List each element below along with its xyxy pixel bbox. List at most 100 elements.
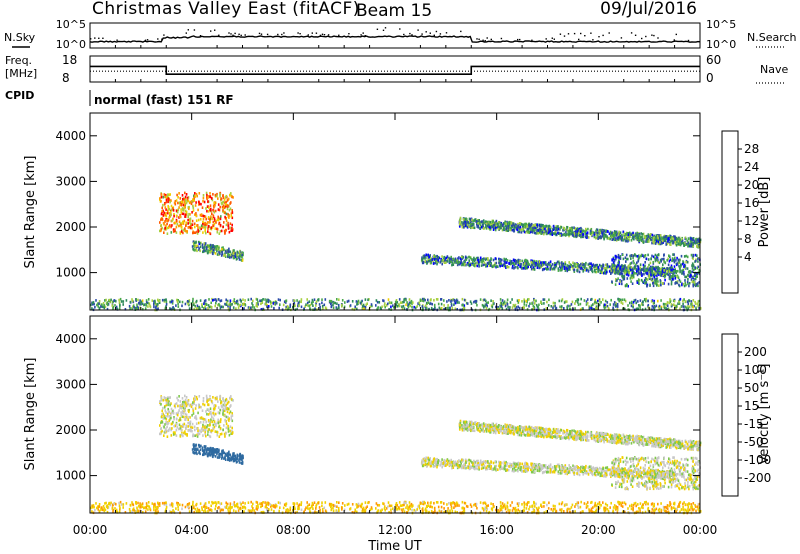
power-cell <box>618 299 620 303</box>
power-cell <box>376 307 379 310</box>
power-cell <box>697 300 700 303</box>
power-cell <box>474 299 476 303</box>
power-cell <box>677 269 679 273</box>
power-cell <box>158 299 161 303</box>
power-cell <box>612 257 615 261</box>
power-cell <box>185 201 188 205</box>
power-cell <box>214 227 217 230</box>
power-cell <box>693 281 696 284</box>
power-cell <box>628 271 631 275</box>
power-cell <box>696 282 699 285</box>
power-cell <box>563 267 566 270</box>
power-cell <box>550 265 553 268</box>
power-cell <box>618 232 621 235</box>
power-cell <box>464 220 466 224</box>
power-cell <box>535 263 538 267</box>
velocity-cell <box>357 505 359 509</box>
power-cell <box>655 304 658 308</box>
power-cell <box>321 301 323 305</box>
power-cell <box>622 230 625 234</box>
power-cell <box>662 273 665 276</box>
power-cell <box>690 278 693 281</box>
noise-search-point <box>199 35 202 37</box>
power-cell <box>431 302 433 306</box>
power-cell <box>405 298 407 302</box>
power-cell <box>663 257 665 261</box>
power-cell <box>541 264 544 267</box>
power-cell <box>430 298 432 301</box>
velocity-cell <box>173 510 175 514</box>
power-cell <box>176 210 179 214</box>
power-cell <box>480 264 483 267</box>
power-cell <box>688 274 690 277</box>
power-cell <box>614 231 616 235</box>
power-cell <box>639 269 642 272</box>
power-cell <box>530 265 533 268</box>
power-cell <box>683 244 685 247</box>
power-cell <box>604 268 607 272</box>
velocity-cell <box>641 506 643 509</box>
noise-tick-left-top: 10^5 <box>56 18 86 31</box>
velocity-cell <box>396 504 399 507</box>
power-cell <box>477 224 479 228</box>
power-cell <box>181 207 184 210</box>
power-cell <box>634 298 637 302</box>
power-cell <box>112 300 114 303</box>
velocity-cell <box>336 505 338 508</box>
power-cell <box>154 301 156 304</box>
power-cell <box>369 305 372 308</box>
power-cell <box>614 283 617 286</box>
power-cell <box>497 306 499 309</box>
velocity-cell <box>669 502 672 506</box>
power-cell <box>644 282 646 285</box>
power-cell <box>236 250 239 254</box>
power-cell <box>116 307 118 311</box>
power-cell <box>567 268 570 271</box>
noise-search-point <box>348 33 350 35</box>
power-cell <box>469 256 472 260</box>
power-cell <box>575 232 577 235</box>
power-cell <box>640 278 643 282</box>
velocity-cell <box>598 506 601 510</box>
power-cell <box>203 301 206 305</box>
power-cell <box>516 299 519 302</box>
power-cell <box>686 260 689 264</box>
power-cell <box>168 193 171 197</box>
velocity-cell <box>217 506 219 510</box>
velocity-cell <box>660 502 662 505</box>
power-cell <box>614 271 617 275</box>
power-cell <box>147 298 150 301</box>
power-cell <box>651 279 654 282</box>
power-cell <box>165 298 167 302</box>
power-cell <box>435 259 437 263</box>
power-cell <box>592 307 595 311</box>
power-cell <box>242 303 244 307</box>
power-cell <box>513 262 515 265</box>
power-cell <box>687 278 689 281</box>
power-cell <box>654 281 657 285</box>
power-cell <box>517 300 520 304</box>
power-cell <box>125 299 128 302</box>
power-cell <box>187 222 189 225</box>
velocity-cell <box>592 510 595 514</box>
power-cell <box>566 226 569 229</box>
power-cell <box>458 262 460 266</box>
power-cell <box>487 257 489 260</box>
power-cell <box>591 230 593 234</box>
power-cell <box>217 303 219 307</box>
velocity-cell <box>469 503 472 506</box>
power-cell <box>660 268 662 271</box>
power-cell <box>523 262 526 265</box>
velocity-cell <box>688 502 691 506</box>
power-cell <box>97 305 100 308</box>
power-cell <box>522 263 525 266</box>
power-cell <box>637 259 639 263</box>
power-cell <box>603 236 605 239</box>
noise-search-point <box>490 38 492 41</box>
power-cell <box>166 222 168 226</box>
power-cell <box>195 201 197 204</box>
power-cell <box>167 209 169 213</box>
power-cell <box>640 253 643 257</box>
power-cell <box>201 303 203 306</box>
power-cell <box>214 304 216 308</box>
